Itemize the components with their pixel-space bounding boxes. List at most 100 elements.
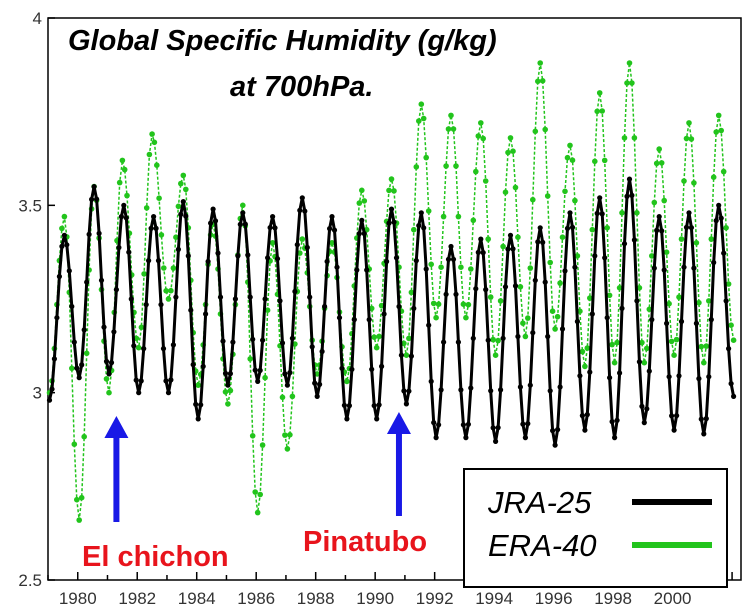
data-point-era-40: [614, 339, 620, 346]
data-point-era-40: [520, 320, 526, 327]
data-point-jra-25: [550, 428, 556, 434]
data-point-era-40: [713, 129, 719, 135]
data-point-jra-25: [265, 255, 271, 261]
data-point-jra-25: [240, 210, 246, 216]
data-point-jra-25: [631, 237, 638, 243]
data-point-jra-25: [101, 324, 107, 330]
data-point-jra-25: [701, 431, 707, 437]
data-point-jra-25: [366, 317, 372, 323]
data-point-jra-25: [374, 416, 380, 422]
data-point-era-40: [359, 187, 365, 194]
data-point-jra-25: [629, 192, 635, 198]
data-point-era-40: [440, 213, 447, 220]
data-point-era-40: [170, 265, 177, 271]
data-point-jra-25: [552, 442, 558, 448]
data-point-jra-25: [421, 225, 427, 231]
data-point-jra-25: [289, 335, 295, 341]
data-point-jra-25: [428, 378, 434, 384]
data-point-jra-25: [391, 219, 397, 225]
data-point-era-40: [74, 496, 80, 503]
data-point-jra-25: [671, 427, 677, 433]
data-point-era-40: [376, 333, 382, 340]
data-point-era-40: [691, 180, 697, 186]
data-point-jra-25: [210, 206, 216, 212]
data-point-era-40: [532, 128, 539, 135]
data-point-jra-25: [274, 256, 281, 262]
data-point-jra-25: [247, 294, 253, 300]
data-point-jra-25: [723, 298, 729, 304]
data-point-era-40: [559, 234, 566, 240]
data-point-jra-25: [284, 382, 290, 388]
data-point-era-40: [676, 294, 682, 300]
data-point-jra-25: [426, 322, 432, 328]
data-point-era-40: [168, 287, 174, 294]
data-point-jra-25: [478, 236, 484, 242]
data-point-jra-25: [441, 339, 447, 345]
data-point-jra-25: [468, 385, 474, 391]
data-point-jra-25: [297, 207, 303, 213]
data-point-jra-25: [319, 348, 325, 355]
data-point-jra-25: [418, 210, 424, 216]
data-point-jra-25: [205, 258, 211, 265]
data-point-jra-25: [589, 311, 595, 317]
data-point-jra-25: [183, 213, 189, 219]
y-axis: 2.5 3 3.5 4: [18, 9, 55, 590]
data-point-jra-25: [190, 362, 196, 368]
data-point-jra-25: [351, 317, 357, 323]
data-point-jra-25: [287, 370, 293, 376]
data-point-jra-25: [141, 346, 147, 352]
data-point-era-40: [572, 197, 578, 204]
data-point-era-40: [584, 345, 591, 351]
data-point-jra-25: [664, 320, 670, 326]
data-point-jra-25: [257, 367, 263, 373]
data-point-era-40: [61, 213, 68, 220]
data-point-jra-25: [599, 211, 605, 217]
data-point-era-40: [522, 333, 529, 340]
data-point-era-40: [433, 314, 439, 321]
data-point-jra-25: [626, 176, 633, 182]
x-tick-label: 1998: [594, 589, 632, 608]
data-point-jra-25: [89, 196, 95, 202]
data-point-era-40: [227, 387, 234, 394]
data-point-era-40: [681, 178, 687, 184]
data-point-era-40: [225, 401, 231, 407]
data-point-era-40: [175, 203, 182, 210]
data-point-era-40: [413, 164, 420, 170]
data-point-era-40: [500, 243, 506, 250]
data-point-jra-25: [634, 298, 640, 304]
data-point-era-40: [329, 240, 335, 246]
data-point-jra-25: [267, 225, 273, 231]
data-point-jra-25: [547, 388, 553, 394]
data-point-jra-25: [609, 419, 615, 425]
data-point-jra-25: [155, 258, 162, 264]
data-point-jra-25: [408, 353, 414, 359]
data-point-jra-25: [282, 371, 288, 377]
data-point-jra-25: [341, 402, 347, 408]
data-point-era-40: [720, 168, 727, 175]
data-point-jra-25: [74, 365, 80, 371]
data-point-jra-25: [713, 218, 719, 224]
data-point-jra-25: [376, 402, 382, 408]
data-point-jra-25: [388, 206, 395, 212]
data-point-era-40: [222, 389, 229, 395]
data-point-era-40: [567, 142, 573, 149]
data-point-jra-25: [470, 335, 476, 341]
data-point-era-40: [678, 236, 685, 242]
series-line-jra-25: [48, 178, 736, 446]
data-point-era-40: [299, 236, 306, 242]
data-point-jra-25: [535, 239, 541, 245]
data-point-jra-25: [131, 343, 137, 349]
data-point-jra-25: [711, 259, 717, 266]
data-point-jra-25: [448, 243, 454, 250]
data-point-jra-25: [498, 387, 504, 393]
data-point-jra-25: [423, 266, 429, 272]
data-point-era-40: [475, 133, 482, 139]
data-point-jra-25: [339, 365, 345, 371]
data-point-jra-25: [138, 378, 144, 384]
data-point-jra-25: [597, 195, 603, 201]
data-point-era-40: [547, 259, 553, 266]
data-point-era-40: [284, 446, 291, 452]
x-tick-label: 1992: [416, 589, 454, 608]
data-point-jra-25: [579, 413, 586, 419]
data-point-era-40: [693, 240, 700, 246]
